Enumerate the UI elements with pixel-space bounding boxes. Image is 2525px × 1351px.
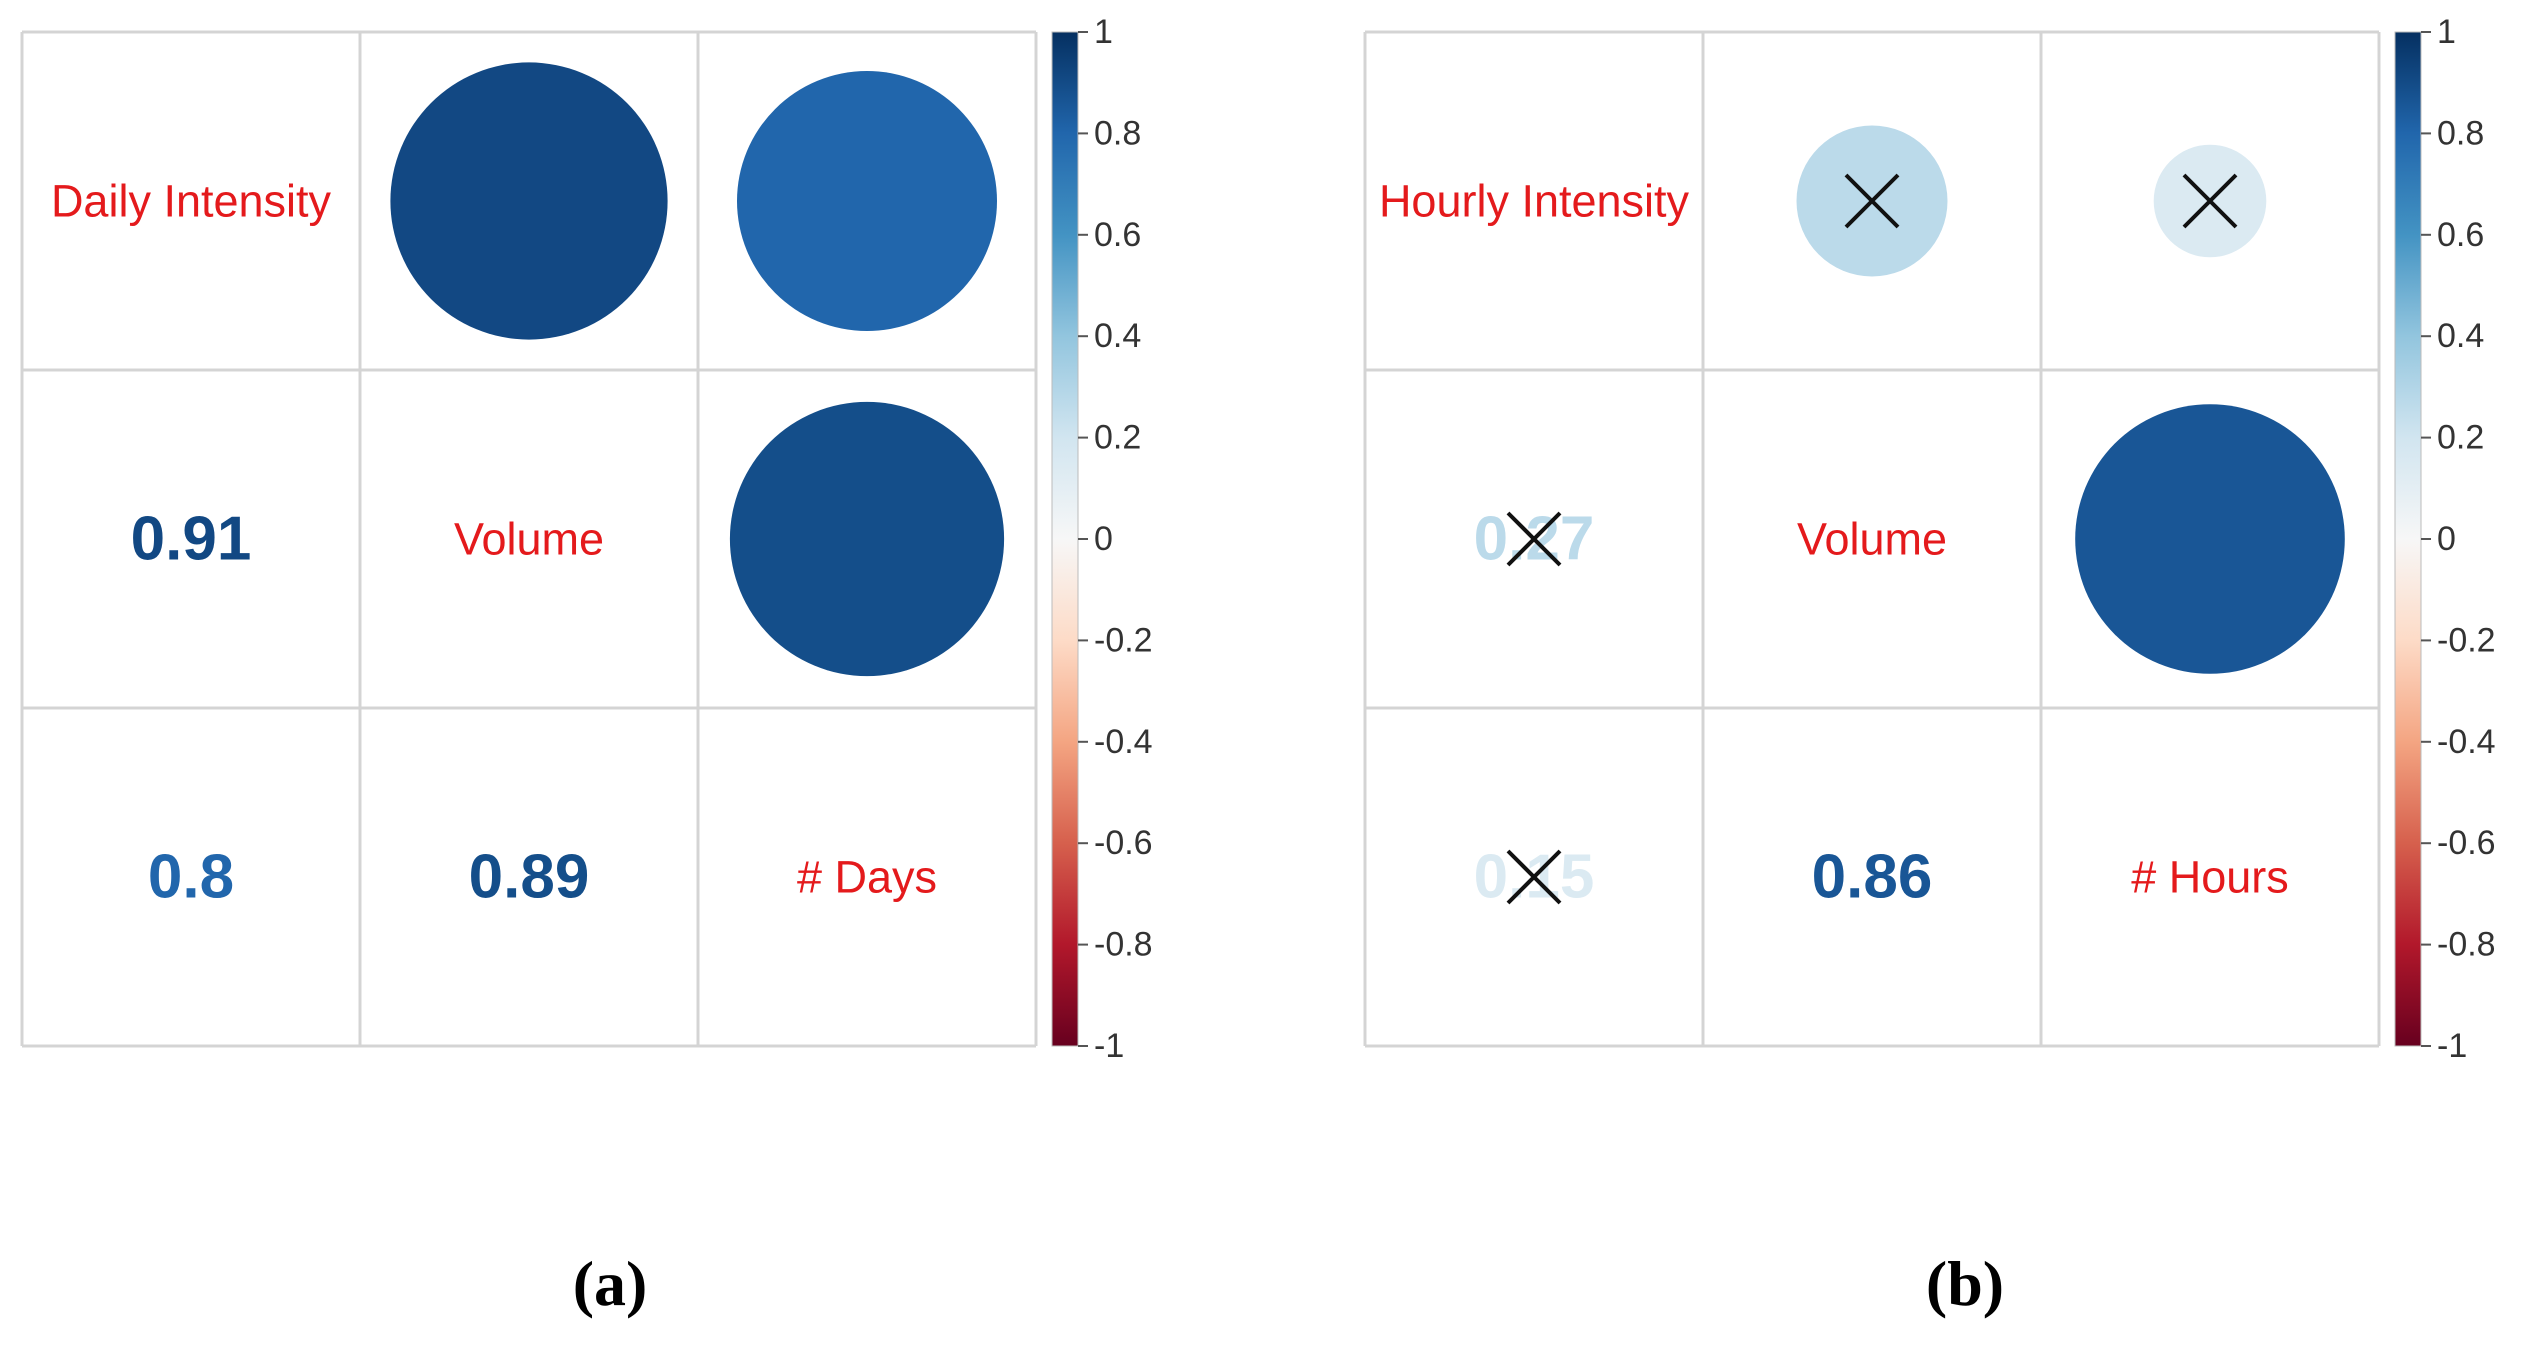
colorbar-tick-label: 1: [1094, 13, 1113, 51]
colorbar-tick-label: 0: [1094, 520, 1113, 558]
correlation-circle: [2075, 404, 2345, 674]
variable-label: # Hours: [2131, 852, 2289, 903]
panel-caption: (b): [1926, 1248, 2004, 1319]
insignificant-cross-icon: [1506, 511, 1562, 567]
colorbar-tick-label: 0.2: [1094, 419, 1141, 457]
colorbar-tick-label: -1: [1094, 1027, 1124, 1065]
variable-label: # Days: [797, 852, 937, 903]
variable-label: Hourly Intensity: [1379, 176, 1690, 227]
colorbar-tick-label: 0.2: [2437, 419, 2484, 457]
colorbar-tick-label: -0.6: [2437, 824, 2496, 862]
variable-label: Volume: [454, 514, 604, 565]
colorbar-tick-label: 0.8: [1094, 114, 1141, 152]
insignificant-cross-icon: [1506, 849, 1562, 905]
colorbar-tick-label: 0.6: [2437, 216, 2484, 254]
correlation-circle: [390, 62, 668, 340]
panel-a-correlation-matrix: Daily Intensity Volume # Days 0.91 0.8 0.89 1 0…: [20, 13, 1153, 1319]
variable-label: Volume: [1797, 514, 1947, 565]
colorbar-tick-label: 0.4: [2437, 317, 2484, 355]
colorbar-tick-label: -0.6: [1094, 824, 1153, 862]
correlation-circle: [737, 71, 997, 331]
correlation-coefficient: 0.89: [469, 843, 590, 912]
colorbar-tick-label: -0.4: [1094, 723, 1153, 761]
colorbar-tick-label: 0: [2437, 520, 2456, 558]
colorbar-tick-label: -1: [2437, 1027, 2467, 1065]
colorbar-tick-label: 0.6: [1094, 216, 1141, 254]
insignificant-cross-icon: [2182, 173, 2238, 229]
insignificant-cross-icon: [1844, 173, 1900, 229]
panel-caption: (a): [573, 1248, 648, 1319]
colorbar: [1051, 31, 1079, 1047]
colorbar-tick-label: 0.8: [2437, 114, 2484, 152]
colorbar-tick-label: 1: [2437, 13, 2456, 51]
correlation-coefficient: 0.91: [131, 505, 252, 574]
colorbar-tick-label: -0.8: [1094, 926, 1153, 964]
colorbar-tick-label: 0.4: [1094, 317, 1141, 355]
correlation-circle: [729, 401, 1005, 677]
colorbar-tick-label: -0.4: [2437, 723, 2496, 761]
colorbar-tick-label: -0.2: [1094, 621, 1153, 659]
correlation-coefficient: 0.86: [1812, 843, 1933, 912]
colorbar-tick-label: -0.2: [2437, 621, 2496, 659]
correlation-coefficient: 0.8: [148, 843, 234, 912]
colorbar: [2394, 31, 2422, 1047]
variable-label: Daily Intensity: [51, 176, 332, 227]
colorbar-tick-label: -0.8: [2437, 926, 2496, 964]
